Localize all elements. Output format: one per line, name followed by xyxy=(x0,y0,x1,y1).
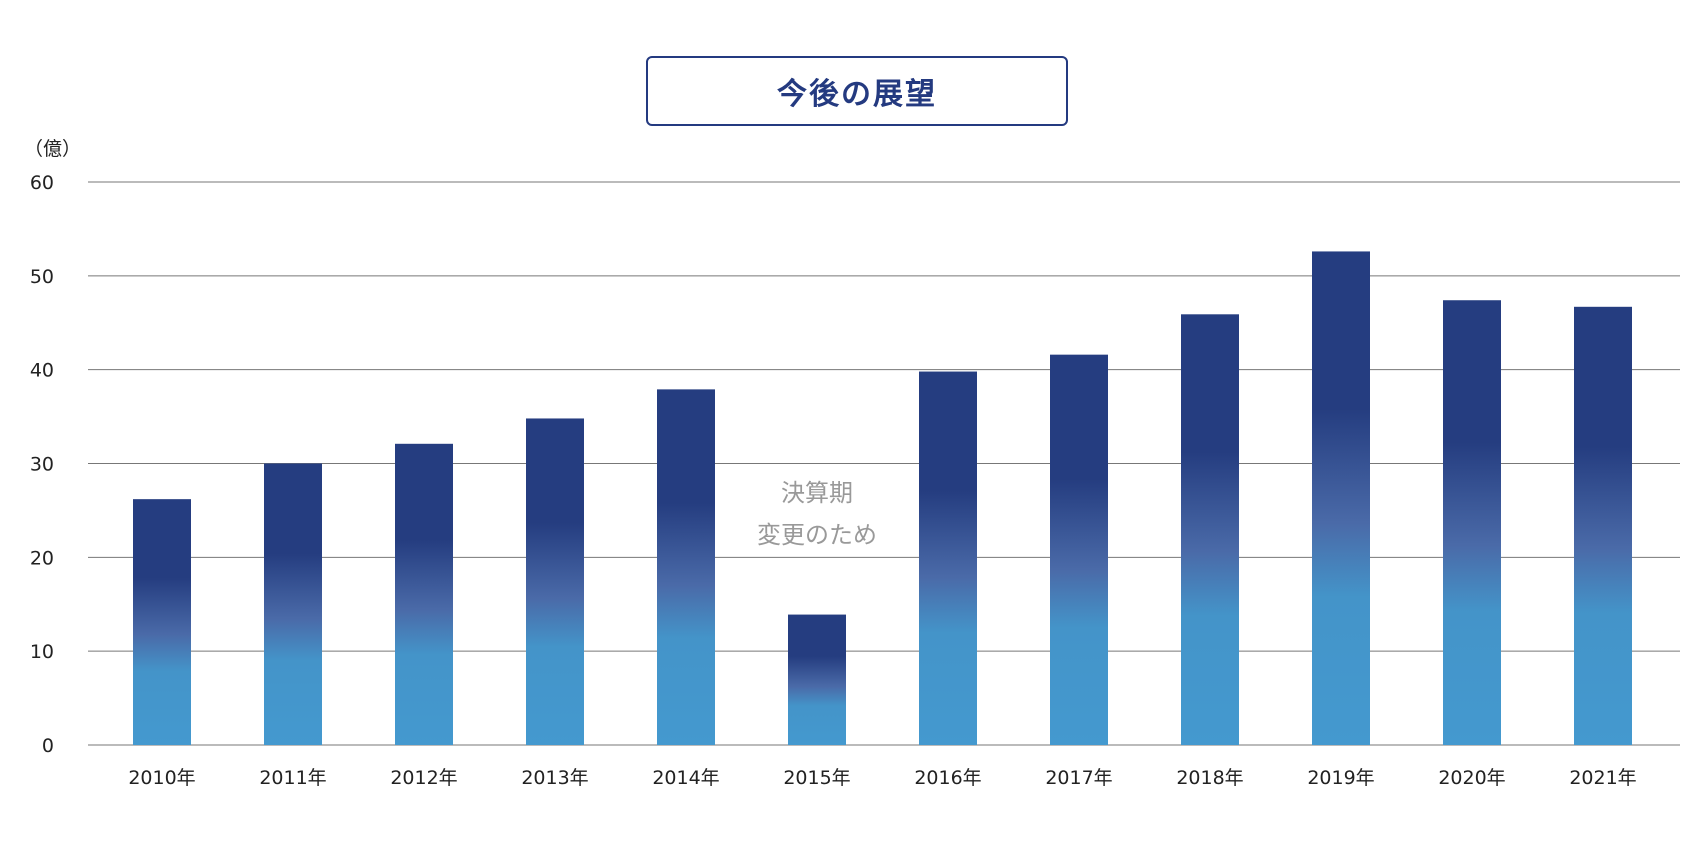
bar-2019年 xyxy=(1312,251,1370,746)
y-tick-label: 20 xyxy=(30,547,54,569)
x-tick-label: 2013年 xyxy=(521,767,588,789)
y-tick-label: 10 xyxy=(30,641,54,663)
x-tick-label: 2016年 xyxy=(914,767,981,789)
bar-2015年 xyxy=(788,614,846,745)
bar-2017年 xyxy=(1050,354,1108,745)
bar-2013年 xyxy=(526,418,584,745)
bar-2011年 xyxy=(264,463,322,745)
x-tick-label: 2012年 xyxy=(390,767,457,789)
x-tick-label: 2019年 xyxy=(1307,767,1374,789)
chart-title: 今後の展望 xyxy=(646,56,1068,126)
bar-2012年 xyxy=(395,443,453,745)
x-tick-label: 2015年 xyxy=(783,767,850,789)
bar-2020年 xyxy=(1443,300,1501,745)
bar-2016年 xyxy=(919,371,977,745)
x-tick-label: 2014年 xyxy=(652,767,719,789)
x-tick-label: 2010年 xyxy=(128,767,195,789)
bar-2014年 xyxy=(657,389,715,745)
x-tick-label: 2011年 xyxy=(259,767,326,789)
bar-2018年 xyxy=(1181,314,1239,745)
x-tick-label: 2018年 xyxy=(1176,767,1243,789)
bar-2010年 xyxy=(133,499,191,745)
y-axis-unit-label: （億） xyxy=(24,138,82,160)
annotation-line-1: 決算期 xyxy=(781,479,853,507)
y-tick-label: 30 xyxy=(30,454,54,476)
x-tick-label: 2017年 xyxy=(1045,767,1112,789)
annotation-line-2: 変更のため xyxy=(757,521,877,549)
x-tick-label: 2021年 xyxy=(1569,767,1636,789)
y-tick-label: 40 xyxy=(30,360,54,382)
bar-2021年 xyxy=(1574,306,1632,745)
y-tick-label: 50 xyxy=(30,266,54,288)
x-tick-label: 2020年 xyxy=(1438,767,1505,789)
y-tick-label: 60 xyxy=(30,172,54,194)
y-tick-label: 0 xyxy=(42,735,54,757)
